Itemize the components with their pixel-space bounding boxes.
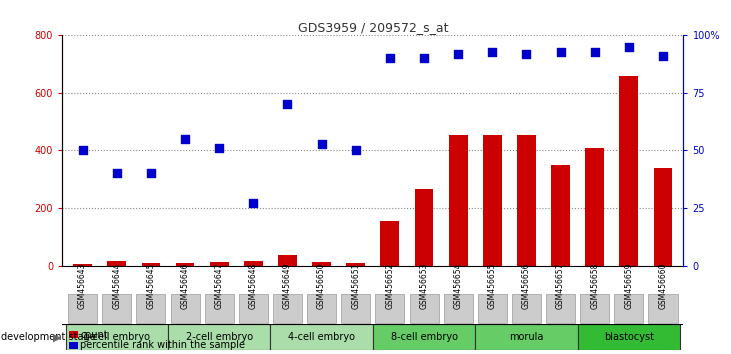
Text: GSM456648: GSM456648	[249, 262, 258, 309]
Text: ▶: ▶	[53, 332, 61, 342]
Text: 8-cell embryo: 8-cell embryo	[390, 332, 458, 342]
Bar	[278, 256, 297, 266]
Bar	[69, 331, 78, 338]
Text: blastocyst: blastocyst	[604, 332, 654, 342]
Text: development stage: development stage	[1, 332, 96, 342]
FancyBboxPatch shape	[444, 295, 473, 323]
Text: GSM456647: GSM456647	[215, 262, 224, 309]
Bar	[142, 263, 160, 266]
Text: 4-cell embryo: 4-cell embryo	[288, 332, 355, 342]
Point	[486, 48, 498, 54]
FancyBboxPatch shape	[648, 295, 678, 323]
Text: GSM456653: GSM456653	[420, 262, 428, 309]
Bar	[244, 261, 262, 266]
Text: 2-cell embryo: 2-cell embryo	[186, 332, 253, 342]
FancyBboxPatch shape	[614, 295, 643, 323]
FancyBboxPatch shape	[307, 295, 336, 323]
FancyBboxPatch shape	[376, 295, 404, 323]
Point	[520, 51, 532, 57]
Point	[555, 48, 567, 54]
Point	[111, 171, 123, 176]
Point	[248, 200, 260, 206]
Text: GSM456650: GSM456650	[317, 262, 326, 309]
FancyBboxPatch shape	[137, 295, 165, 323]
Text: GSM456654: GSM456654	[454, 262, 463, 309]
Point	[77, 148, 88, 153]
Text: GSM456645: GSM456645	[146, 262, 156, 309]
Text: GSM456643: GSM456643	[78, 262, 87, 309]
Bar	[107, 261, 126, 266]
Bar	[551, 165, 570, 266]
Text: percentile rank within the sample: percentile rank within the sample	[80, 340, 246, 350]
Point	[657, 53, 669, 59]
FancyBboxPatch shape	[478, 295, 507, 323]
Title: GDS3959 / 209572_s_at: GDS3959 / 209572_s_at	[298, 21, 448, 34]
Text: GSM456659: GSM456659	[624, 262, 633, 309]
Bar	[414, 189, 433, 266]
FancyBboxPatch shape	[205, 295, 234, 323]
FancyBboxPatch shape	[546, 295, 575, 323]
Bar	[312, 262, 331, 266]
Bar	[168, 324, 270, 350]
Text: GSM456652: GSM456652	[385, 262, 395, 309]
FancyBboxPatch shape	[409, 295, 439, 323]
Text: GSM456657: GSM456657	[556, 262, 565, 309]
FancyBboxPatch shape	[170, 295, 200, 323]
Point	[213, 145, 225, 151]
FancyBboxPatch shape	[102, 295, 132, 323]
Bar	[619, 76, 638, 266]
Bar	[586, 148, 604, 266]
Point	[589, 48, 601, 54]
FancyBboxPatch shape	[580, 295, 609, 323]
Text: GSM456656: GSM456656	[522, 262, 531, 309]
Bar	[373, 324, 475, 350]
Text: GSM456651: GSM456651	[351, 262, 360, 309]
Bar	[69, 342, 78, 349]
Bar	[210, 262, 229, 266]
Point	[281, 102, 293, 107]
Bar	[346, 263, 365, 266]
Text: 1-cell embryo: 1-cell embryo	[83, 332, 151, 342]
Text: GSM456660: GSM456660	[659, 262, 667, 309]
Text: GSM456655: GSM456655	[488, 262, 497, 309]
Bar	[577, 324, 680, 350]
Point	[384, 56, 395, 61]
FancyBboxPatch shape	[512, 295, 541, 323]
Bar	[381, 221, 399, 266]
Text: GSM456649: GSM456649	[283, 262, 292, 309]
Bar	[73, 264, 92, 266]
Bar	[66, 324, 168, 350]
Text: GSM456644: GSM456644	[113, 262, 121, 309]
Point	[350, 148, 362, 153]
Bar	[654, 168, 673, 266]
FancyBboxPatch shape	[239, 295, 268, 323]
Bar	[270, 324, 373, 350]
Bar	[175, 263, 194, 266]
Bar	[475, 324, 577, 350]
Bar	[449, 135, 468, 266]
Text: count: count	[80, 330, 108, 339]
Point	[316, 141, 327, 147]
Text: morula: morula	[510, 332, 544, 342]
Point	[623, 44, 635, 50]
FancyBboxPatch shape	[341, 295, 370, 323]
Text: GSM456646: GSM456646	[181, 262, 189, 309]
Bar	[483, 135, 501, 266]
FancyBboxPatch shape	[273, 295, 302, 323]
Point	[145, 171, 156, 176]
Point	[418, 56, 430, 61]
FancyBboxPatch shape	[68, 295, 97, 323]
Text: GSM456658: GSM456658	[590, 262, 599, 309]
Point	[452, 51, 464, 57]
Bar	[517, 135, 536, 266]
Point	[179, 136, 191, 142]
